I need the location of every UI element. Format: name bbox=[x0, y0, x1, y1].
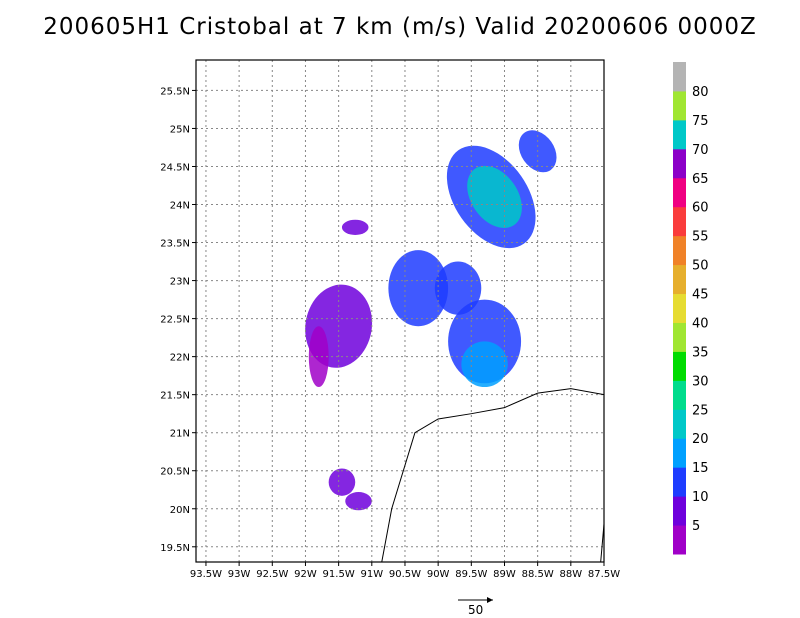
x-tick-label: 90.5W bbox=[389, 569, 421, 580]
colorbar-label: 55 bbox=[692, 230, 709, 245]
y-tick-label: 20.5N bbox=[160, 467, 190, 478]
y-tick-label: 21.5N bbox=[160, 391, 190, 402]
y-tick-label: 24.5N bbox=[160, 162, 190, 173]
x-tick-label: 91W bbox=[360, 569, 383, 580]
colorbar-segment bbox=[673, 496, 686, 526]
y-tick-label: 22N bbox=[170, 353, 190, 364]
coastline-line bbox=[381, 388, 605, 563]
reference-vector-label: 50 bbox=[468, 603, 483, 617]
y-tick-label: 25N bbox=[170, 124, 190, 135]
y-tick-label: 20N bbox=[170, 505, 190, 516]
colorbar-segment bbox=[673, 438, 686, 468]
y-tick-label: 19.5N bbox=[160, 543, 190, 554]
wind-regions bbox=[305, 130, 557, 511]
chart-title: 200605H1 Cristobal at 7 km (m/s) Valid 2… bbox=[43, 14, 757, 40]
colorbar-segment bbox=[673, 380, 686, 410]
colorbar-segment bbox=[673, 409, 686, 439]
colorbar-label: 40 bbox=[692, 316, 709, 331]
wind-region bbox=[345, 492, 372, 511]
wind-region bbox=[308, 326, 329, 388]
y-tick-label: 24N bbox=[170, 201, 190, 212]
colorbar-segment bbox=[673, 177, 686, 208]
colorbar-segment bbox=[673, 148, 686, 179]
colorbar-segment bbox=[673, 62, 686, 92]
colorbar-label: 15 bbox=[692, 461, 709, 476]
colorbar-label: 20 bbox=[692, 432, 709, 447]
reference-vector-head bbox=[487, 597, 493, 603]
colorbar-segment bbox=[673, 322, 686, 352]
x-tick-label: 91.5W bbox=[323, 569, 355, 580]
colorbar-label: 50 bbox=[692, 259, 709, 274]
x-tick-label: 92.5W bbox=[256, 569, 288, 580]
x-tick-label: 92W bbox=[294, 569, 317, 580]
reference-vector: 50 bbox=[458, 597, 493, 617]
colorbar-label: 80 bbox=[692, 85, 709, 100]
colorbar-label: 30 bbox=[692, 374, 709, 389]
y-tick-label: 23.5N bbox=[160, 239, 190, 250]
colorbar-segment bbox=[673, 235, 686, 266]
x-tick-label: 90W bbox=[427, 569, 450, 580]
x-tick-label: 89.5W bbox=[455, 569, 487, 580]
colorbar-segment bbox=[673, 351, 686, 381]
colorbar-label: 75 bbox=[692, 114, 709, 129]
wind-region bbox=[461, 341, 508, 388]
colorbar-label: 5 bbox=[692, 519, 700, 534]
colorbar-label: 35 bbox=[692, 345, 709, 360]
x-tick-label: 88W bbox=[560, 569, 583, 580]
colorbar-segment bbox=[673, 119, 686, 150]
x-tick-label: 89W bbox=[493, 569, 516, 580]
colorbar-segment bbox=[673, 293, 686, 323]
gridlines bbox=[196, 60, 605, 562]
plot-frame bbox=[195, 59, 605, 563]
x-tick-label: 87.5W bbox=[588, 569, 620, 580]
wind-region bbox=[388, 250, 449, 327]
x-tick-label: 88.5W bbox=[522, 569, 554, 580]
colorbar-segment bbox=[673, 90, 686, 121]
wind-region bbox=[467, 165, 522, 228]
x-tick-label: 93.5W bbox=[190, 569, 222, 580]
colorbar-segment bbox=[673, 264, 686, 295]
x-tick-label: 93W bbox=[228, 569, 251, 580]
colorbar-label: 10 bbox=[692, 490, 709, 505]
colorbar-label: 60 bbox=[692, 201, 709, 216]
colorbar-segment bbox=[673, 525, 686, 555]
colorbar-label: 65 bbox=[692, 172, 709, 187]
colorbar: 5 10 15 20 25 30 35 40 45 50 55 60 65 70 75 80 bbox=[673, 62, 709, 555]
y-tick-label: 22.5N bbox=[160, 315, 190, 326]
x-axis: 93.5W 93W 92.5W 92W 91.5W 91W 90.5W 90W 89.5W 89W… bbox=[190, 562, 620, 580]
colorbar-segment bbox=[673, 206, 686, 237]
y-tick-label: 23N bbox=[170, 277, 190, 288]
y-axis: 19.5N 20N 20.5N 21N 21.5N 22N 22.5N 23N 23.5N 24N… bbox=[160, 86, 196, 554]
y-tick-label: 25.5N bbox=[160, 86, 190, 97]
wind-region bbox=[328, 468, 356, 496]
colorbar-label: 25 bbox=[692, 403, 709, 418]
colorbar-label: 45 bbox=[692, 288, 709, 303]
y-tick-label: 21N bbox=[170, 429, 190, 440]
colorbar-label: 70 bbox=[692, 143, 709, 158]
wind-region bbox=[341, 219, 369, 235]
colorbar-segment bbox=[673, 467, 686, 497]
wind-region bbox=[434, 261, 482, 315]
